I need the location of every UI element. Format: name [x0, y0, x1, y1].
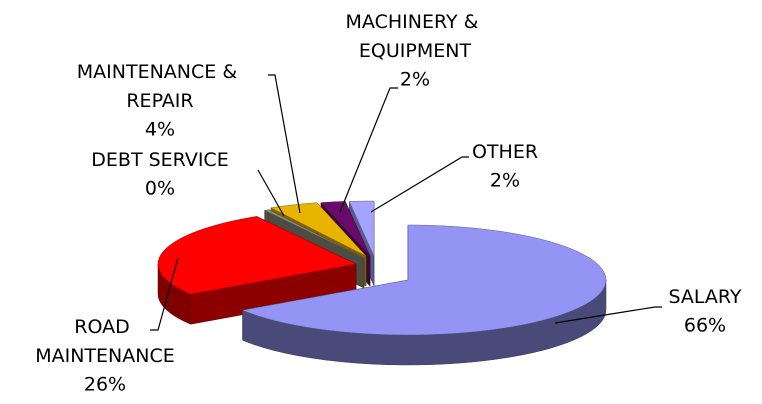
category-label: ROAD MAINTENANCE	[35, 316, 175, 367]
slice-top	[241, 224, 607, 336]
leader-line	[339, 87, 398, 213]
label-line: SALARY	[668, 286, 741, 308]
percent-label: 2%	[490, 170, 520, 192]
category-label: OTHER	[472, 141, 538, 163]
category-label: SALARY	[668, 286, 741, 308]
percent-label: 4%	[145, 119, 175, 141]
pie-slice	[157, 216, 357, 325]
percent-label: 0%	[145, 178, 175, 200]
category-label: DEBT SERVICE	[91, 149, 228, 171]
slice-top	[263, 209, 365, 259]
category-label: MAINTENANCE & REPAIR	[77, 61, 243, 112]
category-label: MACHINERY & EQUIPMENT	[346, 11, 485, 62]
leader-line	[268, 74, 301, 214]
label-line: ROAD	[74, 316, 136, 338]
label-line: DEBT SERVICE	[91, 149, 228, 171]
leader-line	[150, 257, 179, 331]
percent-label: 26%	[84, 374, 126, 396]
label-line: EQUIPMENT	[359, 40, 472, 62]
slice-top	[348, 200, 375, 257]
slice-top	[320, 201, 371, 257]
leader-line	[554, 306, 662, 324]
slice-top	[270, 202, 367, 257]
label-line: MAINTENANCE	[35, 345, 175, 367]
pie-slice	[241, 224, 607, 366]
leader-line	[257, 169, 285, 217]
percent-label: 66%	[684, 315, 726, 337]
percent-label: 2%	[400, 69, 430, 91]
label-line: MAINTENANCE &	[77, 61, 243, 83]
slice-top	[157, 216, 357, 295]
label-line: REPAIR	[126, 90, 193, 112]
label-line: MACHINERY &	[346, 11, 485, 33]
leader-line	[370, 156, 469, 213]
label-line: OTHER	[472, 141, 538, 163]
